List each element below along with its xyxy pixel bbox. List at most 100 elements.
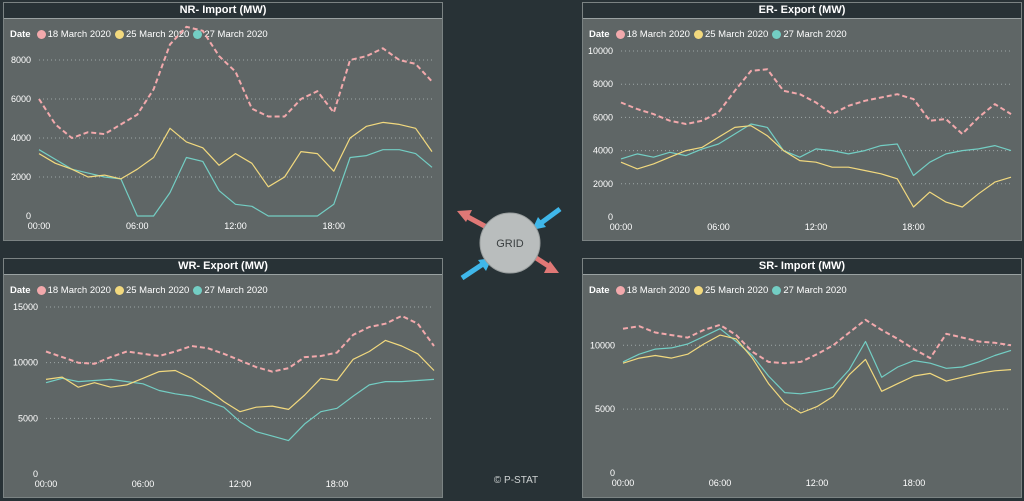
legend-dot-icon [36,29,46,39]
legend-dot-icon [772,29,782,39]
legend-item-25-march[interactable]: 25 March 2020 [114,284,190,296]
nr-import-panel: NR- Import (MW) Date 18 March 2020 25 Ma… [3,2,443,241]
copyright-text: © P-STAT [493,475,539,486]
x-tick-label: 06:00 [709,478,732,488]
series-line-18-march-2020[interactable] [38,25,433,139]
x-tick-label: 06:00 [132,479,155,489]
er-export-panel: ER- Export (MW) Date 18 March 2020 25 Ma… [582,2,1022,241]
y-tick-label: 0 [26,211,31,221]
y-tick-label: 8000 [593,79,613,89]
sr-import-chart: 0 5000 10000 00:00 06:00 12:00 18:00 [590,318,1012,488]
y-tick-label: 10000 [588,46,613,56]
legend-item-27-march[interactable]: 27 March 2020 [193,28,268,40]
legend-item-25-march[interactable]: 25 March 2020 [693,28,769,40]
x-tick-label: 18:00 [902,222,925,232]
legend-label: 27 March 2020 [783,284,847,296]
x-tick-label: 00:00 [28,221,51,231]
y-tick-label: 10000 [590,340,615,350]
x-tick-label: 18:00 [322,221,345,231]
y-tick-label: 8000 [11,55,31,65]
legend-item-27-march[interactable]: 27 March 2020 [772,29,847,40]
series-line-25-march-2020[interactable] [45,339,435,413]
x-tick-label: 18:00 [326,479,349,489]
y-tick-label: 0 [610,468,615,478]
legend-title: Date [589,284,610,296]
grid-node-icon [479,212,541,274]
legend: Date 18 March 2020 25 March 2020 27 Marc… [10,283,272,297]
wr-export-panel: WR- Export (MW) Date 18 March 2020 25 Ma… [3,258,443,498]
legend-label: 25 March 2020 [704,28,769,40]
nr-import-chart: 0 2000 4000 6000 8000 00:00 06:00 12:00 18:00 [11,25,433,231]
sr-import-panel: SR- Import (MW) Date 18 March 2020 25 Ma… [582,258,1022,498]
grid-hub-diagram: GRID [457,206,562,281]
y-tick-label: 5000 [18,413,38,423]
legend-dot-icon [615,29,625,39]
legend-title: Date [589,28,610,40]
x-tick-label: 00:00 [610,222,633,232]
legend-title: Date [10,284,31,296]
legend-label: 27 March 2020 [204,284,268,296]
legend-item-25-march[interactable]: 25 March 2020 [693,285,768,296]
y-tick-label: 6000 [11,94,31,104]
legend-dot-icon [693,285,703,295]
y-tick-label: 6000 [593,112,613,122]
er-export-chart: 0 2000 4000 6000 8000 10000 00:00 06:00 12:00 18:… [588,46,1012,232]
y-tick-label: 4000 [11,133,31,143]
series-line-27-march-2020[interactable] [620,123,1012,177]
legend-label: 25 March 2020 [125,284,190,296]
chart-title: ER- Export (MW) [583,3,1021,19]
y-tick-label: 10000 [13,358,38,368]
import-arrow-icon [532,206,562,230]
legend-item-18-march[interactable]: 18 March 2020 [36,284,111,296]
legend-label: 27 March 2020 [204,28,268,40]
legend-dot-icon [693,29,703,39]
chart-title: WR- Export (MW) [4,259,442,275]
y-tick-label: 0 [608,212,613,222]
legend-item-18-march[interactable]: 18 March 2020 [615,284,690,296]
y-tick-label: 2000 [593,179,613,189]
legend-item-18-march[interactable]: 18 March 2020 [615,28,690,40]
series-line-27-march-2020[interactable] [38,149,433,217]
x-tick-label: 12:00 [805,222,828,232]
series-line-25-march-2020[interactable] [38,121,433,188]
x-tick-label: 06:00 [126,221,149,231]
legend-label: 18 March 2020 [626,284,690,296]
x-tick-label: 00:00 [35,479,58,489]
y-tick-label: 15000 [13,302,38,312]
legend-dot-icon [772,285,782,295]
y-tick-label: 2000 [11,172,31,182]
series-line-25-march-2020[interactable] [622,334,1012,414]
legend-dot-icon [193,285,203,295]
legend-label: 18 March 2020 [47,284,111,296]
x-tick-label: 00:00 [612,478,635,488]
series-line-18-march-2020[interactable] [45,314,435,373]
series-line-18-march-2020[interactable] [620,68,1012,135]
legend-item-27-march[interactable]: 27 March 2020 [193,284,268,296]
legend: Date 18 March 2020 25 March 2020 27 Marc… [589,283,851,297]
legend-item-18-march[interactable]: 18 March 2020 [36,28,111,40]
grid-label: GRID [496,238,524,250]
y-tick-label: 0 [33,469,38,479]
series-line-18-march-2020[interactable] [622,318,1012,365]
legend-item-27-march[interactable]: 27 March 2020 [772,284,847,296]
legend-dot-icon [615,285,625,295]
series-line-27-march-2020[interactable] [622,328,1012,395]
legend: Date 18 March 2020 25 March 2020 27 Marc… [589,27,851,41]
x-tick-label: 12:00 [229,479,252,489]
chart-title: SR- Import (MW) [583,259,1021,275]
x-tick-label: 12:00 [806,478,829,488]
y-tick-label: 4000 [593,146,613,156]
x-tick-label: 06:00 [707,222,730,232]
legend-dot-icon [114,29,124,39]
legend-label: 25 March 2020 [125,28,190,40]
legend-title: Date [10,28,31,40]
series-line-27-march-2020[interactable] [45,377,435,442]
legend-label: 18 March 2020 [47,28,111,40]
legend-label: 18 March 2020 [626,28,690,40]
chart-title: NR- Import (MW) [4,3,442,19]
x-tick-label: 12:00 [224,221,247,231]
x-tick-label: 18:00 [903,478,926,488]
series-line-25-march-2020[interactable] [620,125,1012,208]
legend-item-25-march[interactable]: 25 March 2020 [114,28,190,40]
legend: Date 18 March 2020 25 March 2020 27 Marc… [10,27,272,41]
